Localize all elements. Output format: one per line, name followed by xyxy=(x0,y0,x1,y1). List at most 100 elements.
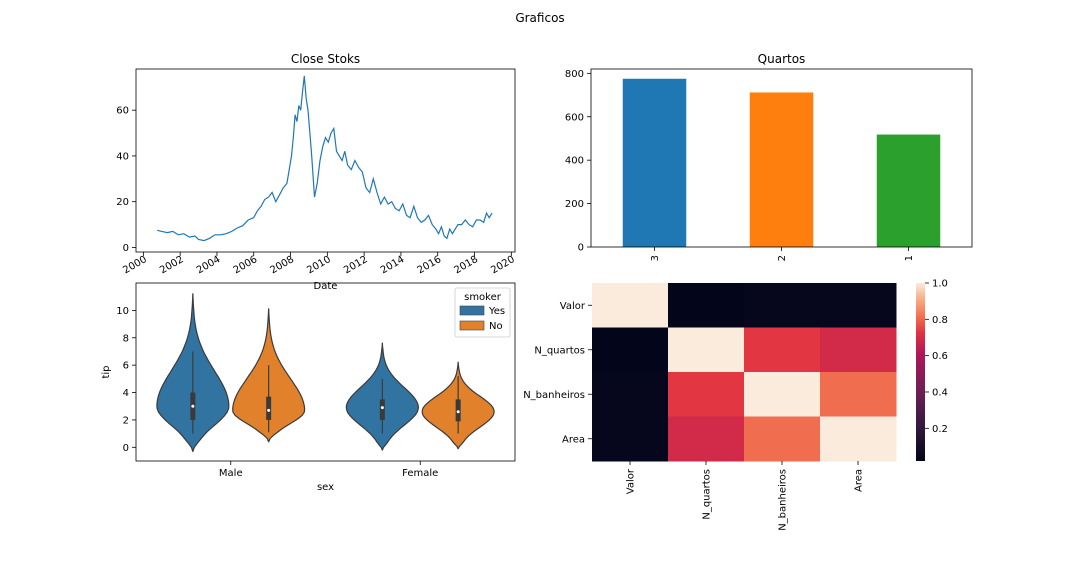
line-x-tick-label: 2016 xyxy=(416,254,444,276)
heatmap-cell-N_banheiros-Area xyxy=(820,372,897,417)
line-x-tick-label: 2000 xyxy=(121,254,149,276)
violin-y-tick-label: 8 xyxy=(123,333,129,344)
colorbar-ticks: 0.2 0.4 0.6 0.8 1.0 xyxy=(925,279,948,435)
heatmap-cell-Area-Area xyxy=(820,416,897,462)
violin-y-tick-label: 0 xyxy=(123,443,129,454)
legend-label-no: No xyxy=(489,321,503,332)
violin-y-axis-label: tip xyxy=(101,365,112,378)
bar-x-tick-label: 2 xyxy=(777,255,788,261)
bar-y-tick-label: 200 xyxy=(565,199,584,210)
violin-y-tick-label: 4 xyxy=(123,388,129,399)
heatmap-row-label: N_banheiros xyxy=(523,390,585,401)
bar-series xyxy=(622,78,941,247)
heatmap-col-labels: Valor N_quartos N_banheiros Area xyxy=(626,461,865,531)
heatmap-cell-Valor-N_banheiros xyxy=(744,283,821,328)
violin-y-tick-label: 6 xyxy=(123,361,129,372)
bar-y-tick-label: 0 xyxy=(578,243,584,254)
line-y-tick-label: 40 xyxy=(116,151,129,162)
legend-label-yes: Yes xyxy=(488,306,505,317)
colorbar-tick-label: 1.0 xyxy=(932,279,948,290)
bar-chart-title: Quartos xyxy=(758,52,806,66)
violin-median-dot xyxy=(456,410,460,414)
line-x-tick-label: 2020 xyxy=(489,254,517,276)
heatmap-cell-N_quartos-Valor xyxy=(592,327,669,373)
violin-y-tick-label: 2 xyxy=(123,415,129,426)
line-x-tick-label: 2006 xyxy=(232,254,260,276)
violin-median-dot xyxy=(380,406,384,410)
heatmap-row-label: N_quartos xyxy=(534,345,585,356)
heatmap-cell-Valor-Valor xyxy=(592,283,669,328)
violin-y-ticks: 0 2 4 6 8 10 xyxy=(116,306,136,454)
close-stocks-line-chart: Close Stoks 2000 2002 2004 2006 2008 2010 2012… xyxy=(116,52,517,292)
heatmap-col-label: Valor xyxy=(626,468,637,494)
heatmap-col-label: N_quartos xyxy=(702,469,713,520)
heatmap-row-label: Valor xyxy=(560,301,586,312)
colorbar-tick-label: 0.2 xyxy=(932,424,948,435)
heatmap-cell-N_quartos-Area xyxy=(820,327,897,373)
bar-y-tick-label: 800 xyxy=(565,69,584,80)
legend-swatch-no xyxy=(459,320,485,331)
bar-y-tick-label: 400 xyxy=(565,156,584,167)
bar-3 xyxy=(622,78,687,247)
line-x-ticks: 2000 2002 2004 2006 2008 2010 2012 2014 2016 2018… xyxy=(121,252,517,276)
line-y-tick-label: 0 xyxy=(123,243,129,254)
violin-x-ticks: Male Female xyxy=(219,461,438,479)
violin-legend: smoker Yes No xyxy=(454,287,511,338)
heatmap-col-label: N_banheiros xyxy=(778,469,789,531)
heatmap-cells xyxy=(592,283,897,462)
heatmap-colorbar xyxy=(916,283,925,461)
quartos-bar-chart: Quartos 3 2 1 0 200 400 600 800 xyxy=(565,52,973,261)
correlation-heatmap: Valor N_quartos N_banheiros Area Valor N_qua… xyxy=(523,279,948,531)
line-chart-title: Close Stoks xyxy=(291,52,360,66)
violin-iqr-box xyxy=(379,399,385,420)
line-x-tick-label: 2018 xyxy=(452,254,480,276)
violin-iqr-box xyxy=(266,396,272,420)
colorbar-tick-label: 0.8 xyxy=(932,315,948,326)
violin-chart-frame xyxy=(135,282,516,462)
violin-x-tick-label: Male xyxy=(219,468,243,479)
bar-1 xyxy=(876,134,941,247)
bar-x-tick-label: 1 xyxy=(904,255,915,261)
heatmap-col-label: Area xyxy=(854,469,865,492)
heatmap-cell-Valor-Area xyxy=(820,283,897,328)
heatmap-cell-Valor-N_quartos xyxy=(668,283,745,328)
line-x-tick-label: 2008 xyxy=(269,254,297,276)
violin-median-dot xyxy=(191,404,195,408)
heatmap-cell-N_quartos-N_banheiros xyxy=(744,327,821,373)
close-price-line xyxy=(157,75,493,242)
violin-x-axis-label: sex xyxy=(317,482,334,493)
violin-y-tick-label: 10 xyxy=(116,306,129,317)
colorbar-tick-label: 0.4 xyxy=(932,387,948,398)
bar-x-tick-label: 3 xyxy=(650,255,661,261)
legend-swatch-yes xyxy=(459,305,485,316)
violin-series xyxy=(156,293,495,452)
bar-y-ticks: 0 200 400 600 800 xyxy=(565,69,591,254)
bar-chart-frame xyxy=(590,68,973,248)
heatmap-cell-N_banheiros-Valor xyxy=(592,372,669,417)
line-x-tick-label: 2012 xyxy=(342,254,370,276)
line-x-tick-label: 2002 xyxy=(158,254,186,276)
heatmap-cell-N_banheiros-N_banheiros xyxy=(744,372,821,417)
line-x-tick-label: 2014 xyxy=(379,254,407,276)
colorbar-tick-label: 0.6 xyxy=(932,351,948,362)
line-x-tick-label: 2004 xyxy=(195,254,223,276)
heatmap-row-labels: Valor N_quartos N_banheiros Area xyxy=(523,301,592,445)
line-y-ticks: 0 20 40 60 xyxy=(116,106,136,254)
heatmap-cell-Area-N_quartos xyxy=(668,416,745,462)
line-y-tick-label: 60 xyxy=(116,106,129,117)
heatmap-cell-N_quartos-N_quartos xyxy=(668,327,745,373)
figure-title: Graficos xyxy=(515,11,564,25)
bar-x-ticks: 3 2 1 xyxy=(650,247,915,261)
heatmap-cell-Area-Valor xyxy=(592,416,669,462)
heatmap-cell-N_banheiros-N_quartos xyxy=(668,372,745,417)
heatmap-row-label: Area xyxy=(562,434,585,445)
line-x-axis-label: Date xyxy=(314,281,338,292)
line-chart-frame xyxy=(135,68,516,253)
line-x-tick-label: 2010 xyxy=(305,254,333,276)
heatmap-cell-Area-N_banheiros xyxy=(744,416,821,462)
bar-y-tick-label: 600 xyxy=(565,112,584,123)
line-y-tick-label: 20 xyxy=(116,197,129,208)
legend-title: smoker xyxy=(464,292,502,303)
violin-median-dot xyxy=(267,408,271,412)
